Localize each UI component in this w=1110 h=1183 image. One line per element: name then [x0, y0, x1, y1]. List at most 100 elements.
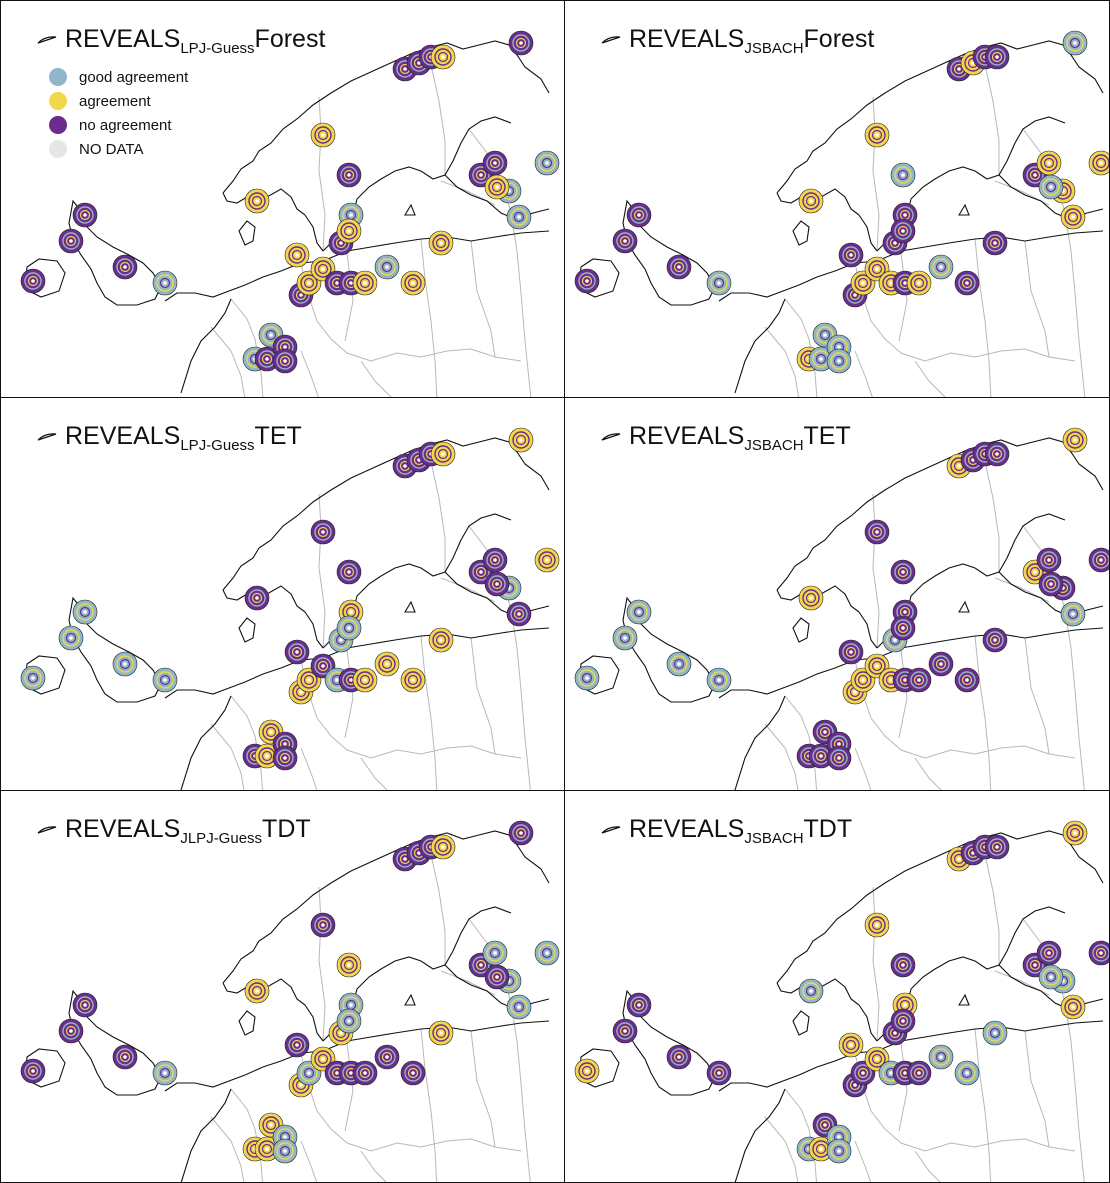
site-marker	[374, 1044, 400, 1070]
site-center	[939, 662, 943, 666]
site-center	[411, 281, 415, 285]
site-marker	[336, 615, 362, 641]
site-center	[31, 676, 35, 680]
site-center	[993, 1031, 997, 1035]
country-border	[784, 1088, 817, 1182]
site-ring	[314, 657, 332, 675]
site-center	[837, 1135, 841, 1139]
feather-icon	[601, 433, 621, 441]
site-center	[163, 1071, 167, 1075]
site-ring	[513, 211, 525, 223]
site-ring	[404, 274, 422, 292]
site-ring	[510, 605, 528, 623]
coastline	[958, 203, 970, 216]
country-border	[984, 461, 1000, 572]
site-ring	[381, 1051, 393, 1063]
site-center	[83, 610, 87, 614]
country-border	[300, 1052, 522, 1152]
site-ring	[1092, 154, 1109, 172]
site-center	[1099, 558, 1103, 562]
site-center	[1071, 1005, 1075, 1009]
coastline	[404, 993, 416, 1006]
site-marker	[506, 994, 532, 1020]
coastline	[734, 1088, 786, 1182]
site-ring	[1029, 169, 1041, 181]
site-ring	[1042, 968, 1060, 986]
site-ring	[76, 206, 94, 224]
site-marker	[428, 1020, 454, 1046]
country-border	[784, 298, 818, 397]
country-border	[1024, 637, 1050, 755]
site-ring	[541, 947, 553, 959]
site-ring	[79, 209, 91, 221]
site-marker	[838, 242, 864, 268]
site-ring	[842, 1036, 860, 1054]
site-ring	[1069, 434, 1081, 446]
site-ring	[1042, 575, 1060, 593]
site-marker	[1038, 174, 1064, 200]
site-ring	[116, 258, 134, 276]
site-ring	[961, 277, 973, 289]
site-ring	[816, 1116, 834, 1134]
site-ring	[991, 51, 1003, 63]
site-marker	[336, 559, 362, 585]
coastline	[858, 611, 878, 649]
site-ring	[262, 723, 280, 741]
site-ring	[1045, 578, 1057, 590]
europe-map	[574, 427, 1109, 790]
site-ring	[317, 263, 329, 275]
site-center	[1049, 582, 1053, 586]
site-ring	[486, 944, 504, 962]
site-marker	[666, 651, 692, 677]
site-ring	[303, 674, 315, 686]
site-ring	[910, 1064, 928, 1082]
site-center	[837, 345, 841, 349]
site-ring	[816, 723, 834, 741]
site-marker	[982, 230, 1008, 256]
site-center	[299, 1083, 303, 1087]
site-center	[901, 570, 905, 574]
site-ring	[1066, 431, 1084, 449]
site-ring	[314, 523, 332, 541]
site-ring	[434, 838, 452, 856]
coastline	[958, 993, 970, 1006]
site-marker	[374, 651, 400, 677]
map-panel-reveals-jsbach-tet: REVEALSJSBACHTET	[564, 397, 1110, 791]
site-ring	[432, 631, 450, 649]
site-ring	[62, 629, 80, 647]
site-center	[479, 173, 483, 177]
site-marker	[626, 202, 652, 228]
site-ring	[1043, 157, 1055, 169]
site-center	[255, 596, 259, 600]
country-border	[898, 252, 908, 342]
site-marker	[310, 519, 336, 545]
site-center	[307, 281, 311, 285]
site-ring	[378, 1048, 396, 1066]
site-marker	[244, 585, 270, 611]
country-border	[300, 659, 522, 759]
site-center	[893, 638, 897, 642]
site-center	[31, 1069, 35, 1073]
site-ring	[261, 353, 273, 365]
site-ring	[805, 592, 817, 604]
country-border	[344, 252, 354, 342]
site-marker	[484, 174, 510, 200]
site-ring	[340, 619, 358, 637]
site-marker	[20, 268, 46, 294]
site-marker	[352, 1060, 378, 1086]
site-marker	[534, 150, 560, 176]
site-ring	[802, 589, 820, 607]
site-ring	[489, 157, 501, 169]
site-ring	[261, 1143, 273, 1155]
site-marker	[890, 615, 916, 641]
site-marker	[666, 1044, 692, 1070]
site-center	[861, 1071, 865, 1075]
site-center	[903, 213, 907, 217]
site-center	[339, 638, 343, 642]
site-marker	[482, 940, 508, 966]
site-center	[819, 1147, 823, 1151]
site-marker	[20, 665, 46, 691]
site-ring	[119, 658, 131, 670]
site-ring	[630, 603, 648, 621]
map-layer	[574, 427, 1109, 790]
